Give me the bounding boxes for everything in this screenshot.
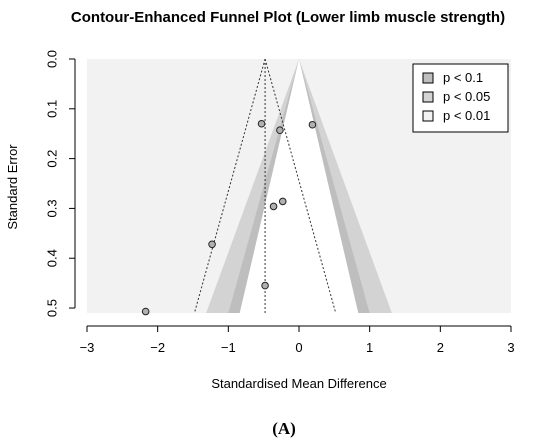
x-axis-label: Standardised Mean Difference [211,376,386,391]
legend-swatch [422,91,434,103]
x-tick-label: −1 [221,340,236,355]
chart-title: Contour-Enhanced Funnel Plot (Lower limb… [71,9,505,26]
y-tick-label: 0.3 [44,199,59,217]
legend-label: p < 0.01 [443,108,490,123]
x-tick-label: 0 [295,340,302,355]
legend-label: p < 0.05 [443,89,490,104]
legend-swatch [422,110,434,122]
y-tick-label: 0.1 [44,100,59,118]
x-tick-label: 3 [507,340,514,355]
data-point [257,119,266,128]
data-point [278,197,287,206]
data-point [308,120,317,129]
legend: p < 0.1 p < 0.05 p < 0.01 [412,63,509,133]
y-tick-label: 0.0 [44,50,59,68]
x-tick-label: −3 [80,340,95,355]
y-axis-label: Standard Error [5,144,20,230]
x-tick-label: 1 [366,340,373,355]
data-point [141,307,150,316]
y-tick-label: 0.5 [44,299,59,317]
legend-swatch [422,72,434,84]
contour-region-2 [239,59,359,313]
data-point [261,281,269,290]
x-tick-label: 2 [437,340,444,355]
figure-caption: (A) [272,419,296,438]
y-tick-label: 0.2 [44,150,59,168]
data-point [276,126,284,135]
data-point [269,202,278,211]
axes: −3 −2 −1 0 1 2 3 0.0 0.1 0.2 0.3 0.4 0.5 [44,50,514,355]
x-tick-label: −2 [150,340,165,355]
y-tick-label: 0.4 [44,249,59,267]
legend-label: p < 0.1 [443,70,483,85]
data-point [208,240,216,249]
